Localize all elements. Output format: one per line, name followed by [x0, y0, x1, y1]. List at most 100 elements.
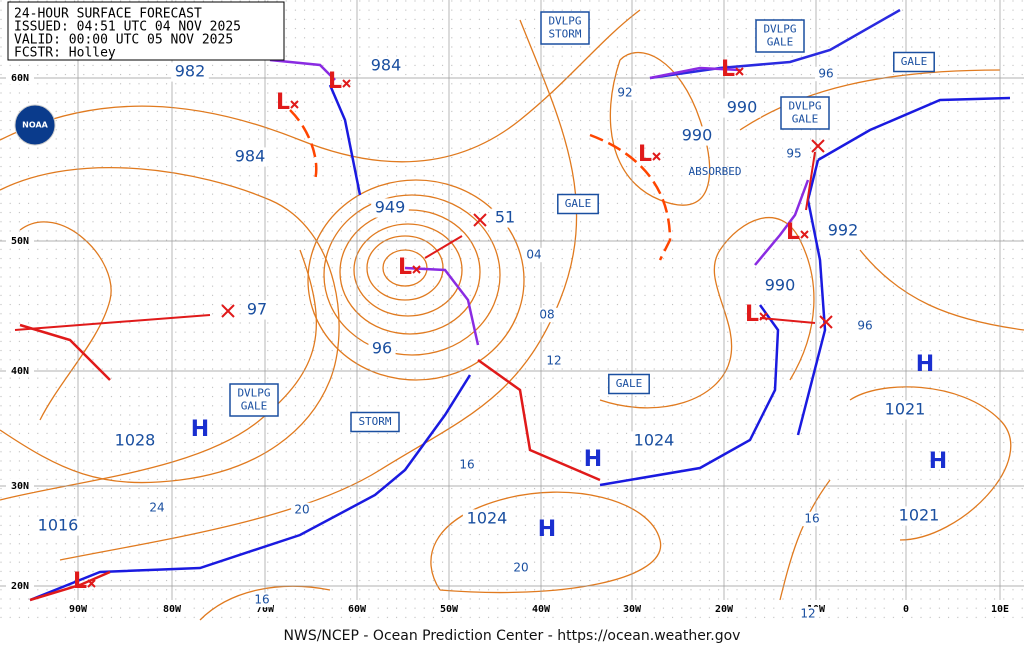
warning-box — [893, 51, 935, 73]
isobar-label: 12 — [546, 354, 561, 368]
warning-text: DVLPG — [548, 15, 581, 28]
latitude-label: 40N — [11, 366, 29, 377]
longitude-label: 0 — [903, 604, 909, 615]
low-center: L — [276, 90, 290, 115]
isobar-label-bg — [146, 500, 168, 516]
isobar-label: 96 — [857, 319, 872, 333]
longitude-label: 30W — [623, 604, 642, 615]
low-center: L — [745, 302, 759, 327]
isobar-label-bg — [678, 126, 716, 146]
low-center: L — [721, 57, 735, 82]
warning-text: GALE — [901, 55, 928, 68]
low-center: L — [786, 220, 800, 245]
low-cross — [87, 579, 96, 588]
longitude-label: 40W — [532, 604, 551, 615]
low-cross — [342, 79, 351, 88]
lat-label-box — [6, 234, 34, 247]
latitude-label: 30N — [11, 481, 29, 492]
fronts — [14, 8, 1011, 602]
isobar-label: 1016 — [38, 516, 79, 535]
isobar-label-bg — [368, 339, 396, 359]
isobar-label: 16 — [459, 458, 474, 472]
warning-box — [608, 373, 650, 395]
isobar-label: 51 — [495, 208, 515, 227]
isobar-label-bg — [783, 146, 805, 162]
isobar-label: 97 — [247, 300, 267, 319]
warning-text: GALE — [565, 197, 592, 210]
longitude-label: 80W — [163, 604, 182, 615]
low-center: L — [638, 142, 652, 167]
warning-text: DVLPG — [237, 387, 270, 400]
lon-label-box — [158, 602, 186, 615]
isobar-label-bg — [797, 606, 819, 622]
isobar-label-bg — [761, 276, 799, 296]
warning-box — [557, 193, 599, 215]
lon-label-box — [710, 602, 738, 615]
isobar-label: 04 — [526, 248, 541, 262]
warning-box — [780, 96, 830, 130]
lon-label-box — [618, 602, 646, 615]
isobar-label-bg — [456, 457, 478, 473]
isobars — [0, 9, 1024, 621]
isobar-label-bg — [367, 56, 405, 76]
header-valid: VALID: 00:00 UTC 05 NOV 2025 — [14, 33, 233, 48]
isobar-label-bg — [824, 221, 862, 241]
latitude-label: 60N — [11, 73, 29, 84]
isobar-label-bg — [231, 147, 269, 167]
warning-text: STORM — [358, 415, 391, 428]
high-center: H — [191, 417, 209, 442]
isobar-label-bg — [815, 66, 837, 82]
isobar-label-bg — [894, 506, 944, 526]
isobar-label-bg — [33, 516, 83, 536]
isobar-label-bg — [801, 511, 823, 527]
isobar-label: 1024 — [634, 431, 675, 450]
lon-label-box — [986, 602, 1014, 615]
isobar-label: 92 — [617, 86, 632, 100]
isobar-label: 24 — [149, 501, 164, 515]
warning-text: DVLPG — [763, 23, 796, 36]
warning-text: DVLPG — [788, 100, 821, 113]
low-center: L — [398, 255, 412, 280]
forecast-position — [819, 315, 833, 329]
isobar-label: 16 — [804, 512, 819, 526]
isobar-label-bg — [723, 98, 761, 118]
isobar-label: 984 — [371, 56, 402, 75]
isobar-label-bg — [291, 502, 313, 518]
isobar-label-bg — [462, 509, 512, 529]
header-title: 24-HOUR SURFACE FORECAST — [14, 7, 202, 22]
labels: 982 984 984 949 51 97 96 1028 1016 24 20 16 1024 1024… — [33, 11, 947, 622]
isobar-label: 1024 — [467, 509, 508, 528]
longitude-label: 50W — [440, 604, 459, 615]
warning-box — [350, 411, 400, 433]
isobar-label: 990 — [727, 98, 758, 117]
isobar-label: 95 — [786, 147, 801, 161]
graticule: 90W80W70W60W50W40W30W20W10W010E60N50N40N… — [0, 0, 1024, 615]
lat-label-box — [6, 479, 34, 492]
absorbed-note: ABSORBED — [689, 165, 742, 178]
high-center: H — [538, 517, 556, 542]
lon-label-box — [343, 602, 371, 615]
isobar-label-bg — [880, 400, 930, 420]
warning-text: STORM — [548, 28, 581, 41]
lon-label-box — [527, 602, 555, 615]
footer-credit: NWS/NCEP - Ocean Prediction Center - htt… — [284, 628, 741, 644]
isobar-label: 1021 — [899, 506, 940, 525]
isobar-label: 96 — [818, 67, 833, 81]
longitude-label: 90W — [69, 604, 88, 615]
longitude-label: 70W — [256, 604, 275, 615]
isobar-label-bg — [629, 431, 679, 451]
warning-text: GALE — [616, 377, 643, 390]
longitude-label: 60W — [348, 604, 367, 615]
isobar-label: 990 — [765, 276, 796, 295]
warning-box — [755, 19, 805, 53]
lat-label-box — [6, 579, 34, 592]
lon-label-box — [64, 602, 92, 615]
latitude-label: 20N — [11, 581, 29, 592]
isobar-label-bg — [510, 560, 532, 576]
latitude-label: 50N — [11, 236, 29, 247]
isobar-label: 16 — [254, 593, 269, 607]
lon-label-box — [892, 602, 920, 615]
isobar-label-bg — [110, 431, 160, 451]
lon-label-box — [435, 602, 463, 615]
